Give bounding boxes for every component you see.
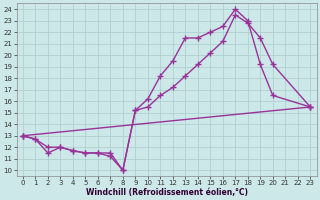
X-axis label: Windchill (Refroidissement éolien,°C): Windchill (Refroidissement éolien,°C)	[85, 188, 248, 197]
